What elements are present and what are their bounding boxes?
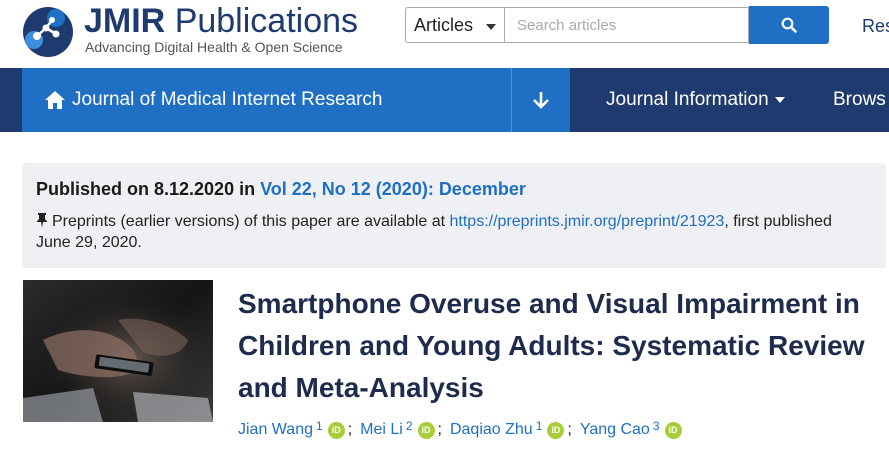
search-input[interactable] [505,7,749,43]
author-item: Daqiao Zhu 1 iD [449,419,565,439]
brand-light: Publications [174,2,359,40]
author-name-link[interactable]: Jian Wang [238,421,313,438]
main-navbar: Journal of Medical Internet Research Jou… [0,68,889,132]
orcid-icon[interactable]: iD [327,421,345,439]
pushpin-icon [36,213,48,228]
author-name-link[interactable]: Yang Cao [579,421,650,438]
nav-journal-information[interactable]: Journal Information [606,68,785,132]
author-list: Jian Wang 1 iD ; Mei Li 2 iD ; Daqiao Zh… [238,419,682,439]
top-header: JMIR Publications Advancing Digital Heal… [0,0,889,68]
journal-home-link[interactable]: Journal of Medical Internet Research [22,68,511,132]
brand-bold: JMIR [84,2,166,40]
home-icon [44,90,66,110]
journal-name: Journal of Medical Internet Research [72,89,383,110]
issue-link[interactable]: Vol 22, No 12 (2020): December [260,179,526,199]
brand-name[interactable]: JMIR Publications [84,2,358,40]
nav-browse[interactable]: Brows [833,68,886,132]
search-button[interactable] [749,6,829,44]
search-category-label: Articles [414,14,474,35]
affiliation-number[interactable]: 1 [535,419,543,433]
author-item: Jian Wang 1 iD [238,419,345,439]
author-separator: ; [437,421,442,438]
orcid-icon[interactable]: iD [547,421,565,439]
preprint-suffix: , first published June 29, 2020. [36,213,832,251]
affiliation-number[interactable]: 1 [316,419,323,433]
top-nav-link[interactable]: Res [862,16,889,36]
published-line: Published on 8.12.2020 in Vol 22, No 12 … [36,179,526,200]
author-separator: ; [567,421,572,438]
caret-down-icon [774,97,785,103]
search-bar: Articles [405,6,829,45]
author-item: Yang Cao 3 iD [579,419,682,439]
caret-down-icon [486,24,496,30]
author-name-link[interactable]: Daqiao Zhu [449,421,533,438]
search-category-select[interactable]: Articles [405,7,505,43]
tagline: Advancing Digital Health & Open Science [85,39,343,55]
journal-dropdown-button[interactable] [511,68,570,132]
preprint-text: Preprints (earlier versions) of this pap… [52,213,450,230]
orcid-icon[interactable]: iD [664,421,682,439]
orcid-icon[interactable]: iD [417,421,435,439]
article-title: Smartphone Overuse and Visual Impairment… [238,288,865,403]
jmir-logo-icon[interactable] [22,6,74,58]
nav-journal-information-label: Journal Information [606,89,769,110]
search-icon [781,17,797,33]
published-prefix: Published on 8.12.2020 in [36,179,261,199]
arrow-down-icon [533,92,549,109]
article-thumbnail-image [23,280,213,422]
author-separator: ; [347,421,353,438]
affiliation-number[interactable]: 3 [652,419,660,433]
affiliation-number[interactable]: 2 [405,419,413,433]
publication-info-box: Published on 8.12.2020 in Vol 22, No 12 … [22,163,886,268]
preprint-link[interactable]: https://preprints.jmir.org/preprint/2192… [449,213,725,230]
author-name-link[interactable]: Mei Li [360,421,403,438]
nav-browse-label: Brows [833,89,886,110]
preprint-notice: Preprints (earlier versions) of this pap… [36,211,866,253]
author-item: Mei Li 2 iD [360,419,435,439]
